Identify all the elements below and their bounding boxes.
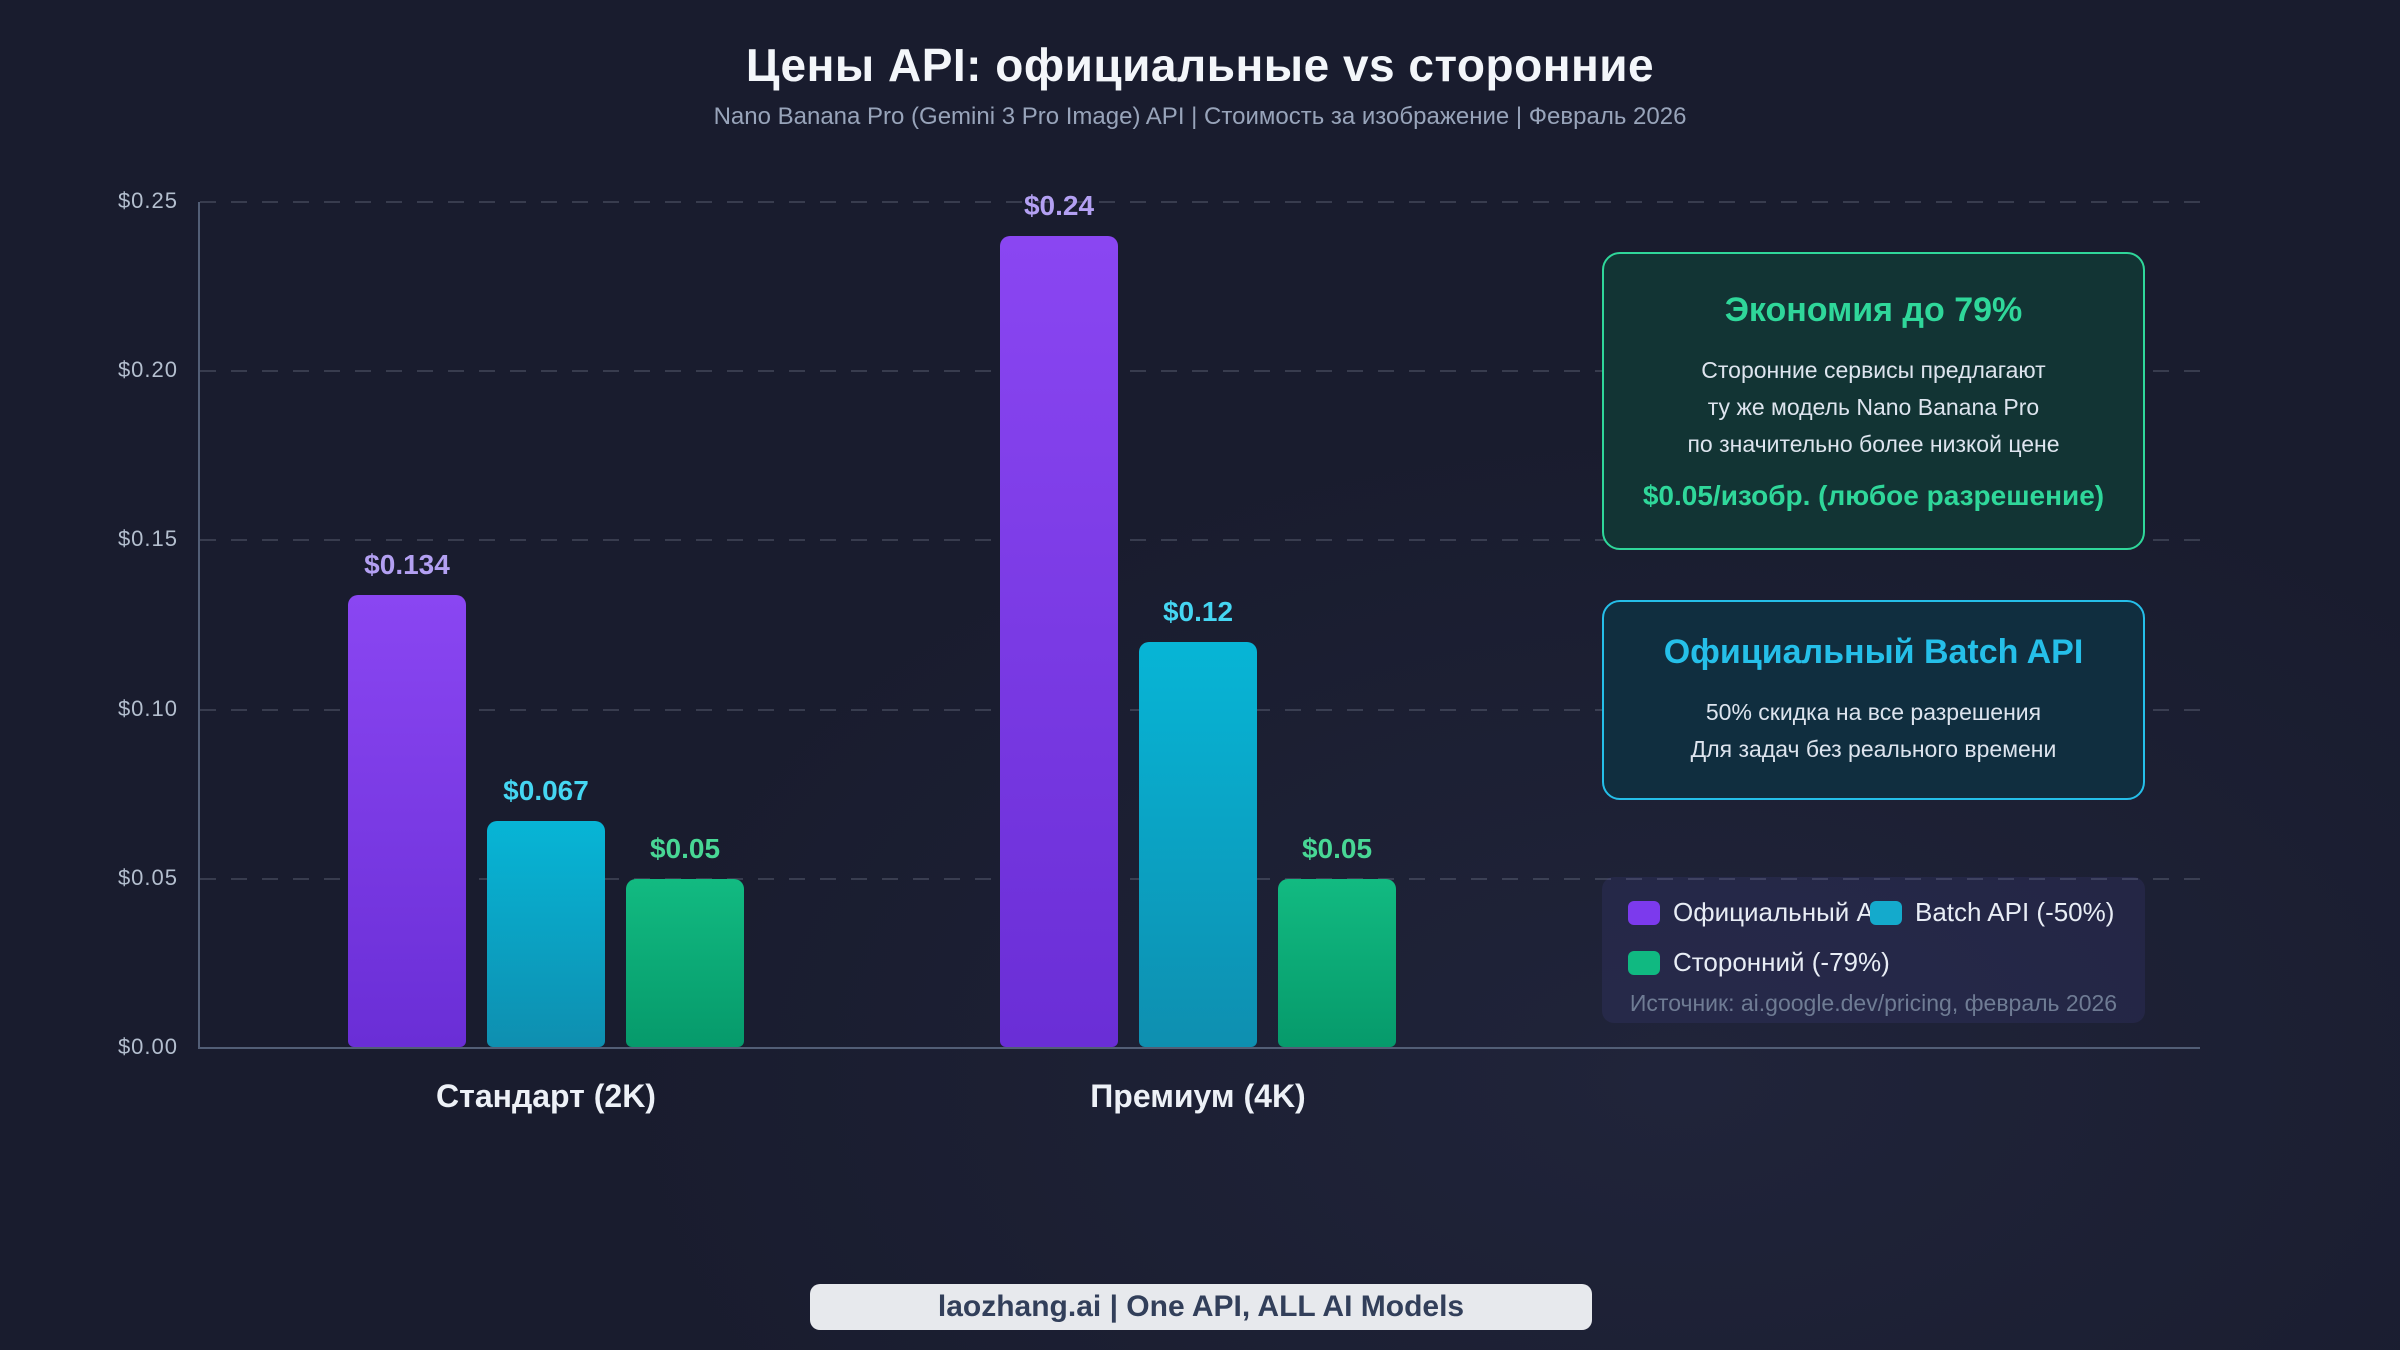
bar-value-label: $0.05 bbox=[1301, 832, 1373, 864]
bar-value-label: $0.24 bbox=[1023, 189, 1095, 221]
bar-value-label: $0.067 bbox=[503, 775, 589, 807]
legend-label-thirdparty: Сторонний (-79%) bbox=[1673, 947, 1890, 977]
batch-line-2: Для задач без реального времени bbox=[1690, 736, 2057, 762]
legend-label-batch: Batch API (-50%) bbox=[1915, 897, 2115, 927]
bar-value-label: $0.12 bbox=[1162, 595, 1234, 627]
legend-swatch-official bbox=[1628, 900, 1660, 925]
legend-panel: Официальный API Batch API (-50%) Сторонн… bbox=[1602, 877, 2145, 1023]
savings-line-1: Сторонние сервисы предлагают bbox=[1701, 357, 2046, 383]
y-tick-label: $0.10 bbox=[117, 695, 178, 721]
bar-2-group-1 bbox=[487, 821, 605, 1047]
y-tick-label: $0.15 bbox=[117, 526, 178, 552]
batch-callout-title: Официальный Batch API bbox=[1663, 633, 2084, 671]
legend-row-1: Официальный API bbox=[1628, 897, 1898, 928]
batch-callout-body: 50% скидка на все разрешения Для задач б… bbox=[1604, 694, 2143, 768]
legend-swatch-thirdparty bbox=[1628, 950, 1660, 975]
page-subtitle: Nano Banana Pro (Gemini 3 Pro Image) API… bbox=[713, 103, 1687, 130]
batch-callout: Официальный Batch API 50% скидка на все … bbox=[1602, 600, 2145, 800]
y-tick-label: $0.25 bbox=[117, 188, 178, 213]
batch-line-1: 50% скидка на все разрешения bbox=[1705, 699, 2042, 725]
bar-2-group-2 bbox=[1139, 641, 1257, 1047]
bar-1-group-2 bbox=[1000, 235, 1118, 1047]
y-tick-label: $0.05 bbox=[117, 864, 178, 890]
legend-row-2: Сторонний (-79%) bbox=[1628, 947, 1890, 978]
bar-3-group-1 bbox=[626, 878, 744, 1047]
legend-source: Источник: ai.google.dev/pricing, февраль… bbox=[1629, 990, 2118, 1016]
savings-callout-body: Сторонние сервисы предлагают ту же модел… bbox=[1604, 352, 2143, 463]
bar-1-group-1 bbox=[348, 594, 466, 1047]
y-tick-label: $0.00 bbox=[117, 1034, 178, 1059]
gridline bbox=[200, 370, 2200, 373]
x-axis-label: Стандарт (2K) bbox=[436, 1078, 656, 1114]
y-axis-line bbox=[198, 202, 200, 1048]
savings-callout-title: Экономия до 79% bbox=[1724, 291, 2023, 329]
savings-line-2: ту же модель Nano Banana Pro bbox=[1707, 394, 2040, 420]
gridline bbox=[200, 539, 2200, 542]
y-tick-label: $0.20 bbox=[117, 357, 178, 383]
x-axis-line bbox=[198, 1047, 2200, 1049]
x-axis-label: Премиум (4K) bbox=[1090, 1078, 1306, 1114]
legend-swatch-batch bbox=[1870, 900, 1902, 925]
savings-line-3: по значительно более низкой цене bbox=[1687, 431, 2060, 457]
gridline bbox=[200, 201, 2200, 203]
savings-callout-highlight: $0.05/изобр. (любое разрешение) bbox=[1642, 480, 2105, 511]
bar-value-label: $0.134 bbox=[364, 548, 450, 580]
footer-banner: laozhang.ai | One API, ALL AI Models bbox=[810, 1284, 1592, 1330]
savings-callout: Экономия до 79% Сторонние сервисы предла… bbox=[1602, 252, 2145, 550]
bar-value-label: $0.05 bbox=[649, 832, 721, 864]
page-title: Цены API: официальные vs сторонние bbox=[745, 39, 1655, 91]
bar-3-group-2 bbox=[1278, 878, 1396, 1047]
legend-row-1b: Batch API (-50%) bbox=[1870, 897, 2114, 928]
legend-label-official: Официальный API bbox=[1673, 897, 1899, 927]
